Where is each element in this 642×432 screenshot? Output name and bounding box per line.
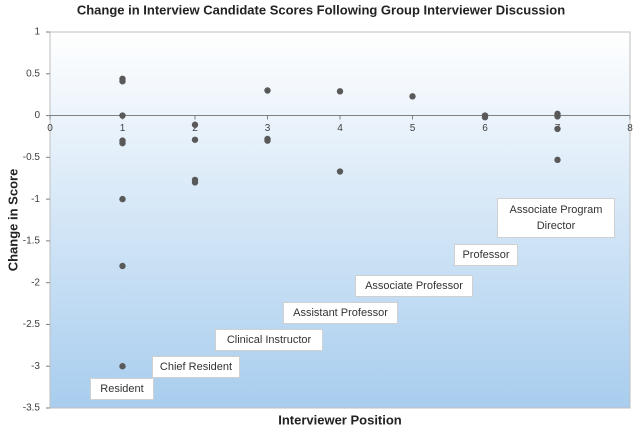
x-tick-label: 5 <box>410 123 416 134</box>
y-tick-label: -0.5 <box>23 152 41 163</box>
point <box>264 87 271 94</box>
y-tick-label: -1 <box>31 194 40 205</box>
annotation: Associate Professor <box>355 275 473 297</box>
point <box>119 139 126 147</box>
x-tick-label: 4 <box>337 123 343 134</box>
point <box>191 136 199 143</box>
annotation: Associate Program Director <box>497 198 615 238</box>
y-tick-label: 0 <box>34 110 40 121</box>
y-tick-label: -2 <box>31 277 40 288</box>
y-tick-label: -3 <box>31 361 40 372</box>
y-tick-label: -3.5 <box>23 403 41 414</box>
point <box>554 125 561 133</box>
x-tick-label: 0 <box>47 123 53 134</box>
point <box>119 195 126 203</box>
point <box>409 93 416 100</box>
point <box>191 179 199 186</box>
y-tick-label: 1 <box>34 27 40 38</box>
point <box>481 114 489 121</box>
point <box>119 78 126 85</box>
point <box>191 121 199 128</box>
chart-title: Change in Interview Candidate Scores Fol… <box>77 2 565 17</box>
x-tick-label: 1 <box>120 123 126 134</box>
y-tick-label: -1.5 <box>23 236 41 247</box>
x-tick-label: 2 <box>192 123 198 134</box>
y-tick-label: 0.5 <box>26 68 40 79</box>
point <box>336 88 344 95</box>
point <box>554 113 561 120</box>
y-tick-label: -2.5 <box>23 319 41 330</box>
point <box>119 112 126 119</box>
point <box>336 168 344 175</box>
annotation: Clinical Instructor <box>215 329 323 351</box>
x-tick-label: 6 <box>482 123 488 134</box>
point <box>119 363 126 370</box>
x-axis-label: Interviewer Position <box>278 412 402 427</box>
x-tick-label: 8 <box>627 123 633 134</box>
annotation: Professor <box>454 244 518 266</box>
point <box>264 137 271 144</box>
point <box>119 262 126 270</box>
point <box>554 156 561 164</box>
annotation: Assistant Professor <box>283 302 398 324</box>
annotation: Resident <box>90 378 154 400</box>
annotation: Chief Resident <box>152 356 240 378</box>
x-tick-label: 3 <box>265 123 271 134</box>
y-axis-label: Change in Score <box>5 169 20 272</box>
